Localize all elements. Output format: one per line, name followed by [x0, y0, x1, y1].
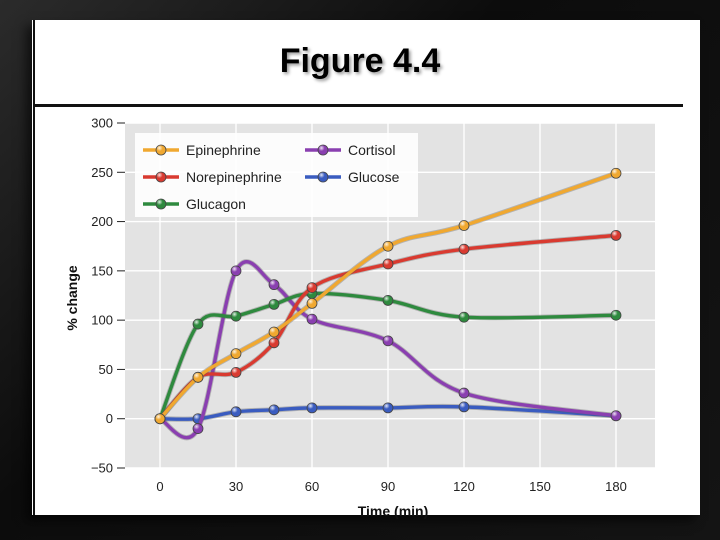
x-tick-label: 60	[305, 479, 319, 494]
data-point-shine	[269, 337, 279, 348]
data-point-shine	[611, 230, 621, 241]
legend-label-glucose: Glucose	[348, 169, 400, 185]
data-point-shine	[459, 244, 469, 255]
y-tick-label: 200	[91, 214, 113, 229]
y-axis: −50 0 50 100 150 200 250 300	[91, 116, 125, 476]
data-point-shine	[383, 295, 393, 306]
data-point-shine	[459, 388, 469, 399]
y-tick-label: 250	[91, 165, 113, 180]
series-epinephrine	[154, 167, 622, 425]
data-point-shine	[307, 314, 317, 325]
data-point-shine	[231, 311, 241, 322]
legend-label-glucagon: Glucagon	[186, 196, 246, 212]
data-point-shine	[307, 402, 317, 413]
x-tick-label: 90	[381, 479, 395, 494]
legend-label-norepinephrine: Norepinephrine	[186, 169, 282, 185]
data-point-shine	[459, 401, 469, 412]
data-point-shine	[383, 335, 393, 346]
data-point-shine	[307, 298, 317, 309]
vertical-rule	[33, 20, 35, 515]
data-point-shine	[383, 241, 393, 252]
data-point-shine	[231, 265, 241, 276]
data-point-shine	[155, 413, 165, 424]
legend-swatch-shine	[318, 145, 328, 155]
data-point-shine	[611, 410, 621, 421]
data-point-shine	[383, 258, 393, 269]
legend-swatch-shine	[156, 199, 166, 209]
x-tick-label: 0	[156, 479, 163, 494]
data-point-shine	[611, 168, 621, 179]
x-tick-label: 120	[453, 479, 475, 494]
x-axis-label: Time (min)	[358, 503, 429, 519]
series-group	[154, 167, 622, 441]
data-point-shine	[231, 348, 241, 359]
data-point-shine	[193, 372, 203, 383]
data-point-shine	[193, 423, 203, 434]
y-axis-label: % change	[64, 265, 80, 331]
data-point-shine	[459, 312, 469, 323]
data-point-shine	[611, 310, 621, 321]
data-point-shine	[269, 326, 279, 337]
x-tick-label: 30	[229, 479, 243, 494]
horizontal-rule	[33, 104, 683, 107]
y-tick-label: −50	[91, 461, 113, 476]
x-tick-label: 180	[605, 479, 627, 494]
x-tick-label: 150	[529, 479, 551, 494]
legend-label-cortisol: Cortisol	[348, 142, 395, 158]
data-point-shine	[307, 282, 317, 293]
y-tick-label: 300	[91, 116, 113, 131]
data-point-shine	[269, 404, 279, 415]
slide-title: Figure 4.4	[279, 42, 441, 80]
data-point-shine	[231, 367, 241, 378]
legend: Epinephrine Cortisol Norepinephrine Glucose…	[135, 133, 418, 217]
legend-swatch-shine	[318, 172, 328, 182]
data-point-shine	[269, 279, 279, 290]
legend-swatch-shine	[156, 145, 166, 155]
data-point-shine	[383, 402, 393, 413]
legend-swatch-shine	[156, 172, 166, 182]
data-point-shine	[459, 220, 469, 231]
x-axis: 0 30 60 90 120 150 180	[156, 479, 626, 494]
data-point-shine	[231, 406, 241, 417]
legend-box	[135, 133, 418, 217]
data-point-shine	[269, 299, 279, 310]
y-tick-label: 0	[106, 411, 113, 426]
y-tick-label: 100	[91, 313, 113, 328]
data-point-shine	[193, 319, 203, 330]
legend-label-epinephrine: Epinephrine	[186, 142, 261, 158]
y-tick-label: 150	[91, 263, 113, 278]
y-tick-label: 50	[99, 362, 113, 377]
